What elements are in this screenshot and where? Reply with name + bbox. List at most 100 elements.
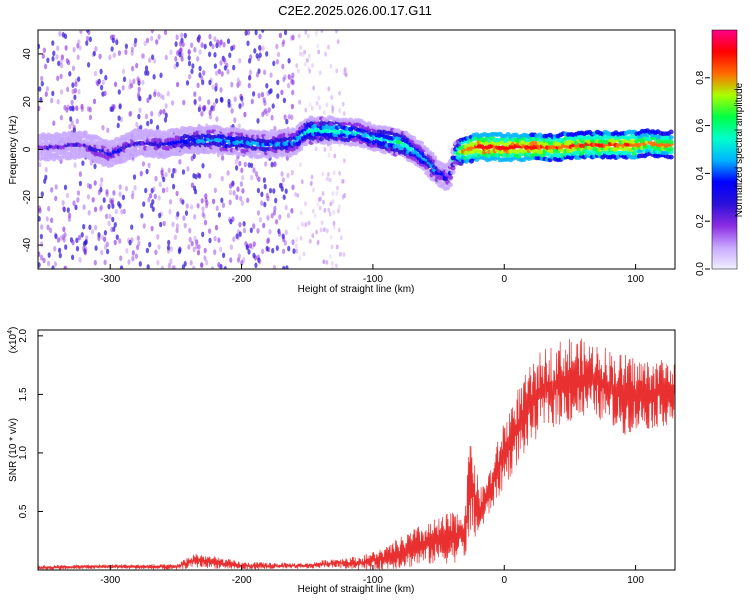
spectrogram-noise-cell [286, 172, 290, 179]
spectrogram-noise-cell [164, 171, 168, 178]
spectrogram-noise-cell [108, 54, 112, 61]
spectrogram-y-tick-label: 40 [22, 48, 33, 60]
spectrogram-noise-cell [182, 215, 186, 221]
spectrogram-noise-cell [121, 85, 125, 91]
spectrogram-noise-cell [159, 93, 163, 99]
spectrogram-noise-cell [341, 101, 345, 107]
spectrogram-noise-cell [311, 208, 315, 214]
spectrogram-noise-cell [246, 40, 250, 47]
spectrogram-noise-cell [78, 171, 82, 177]
spectrogram-noise-cell [136, 91, 141, 98]
spectrogram-noise-cell [161, 94, 165, 101]
spectrogram-noise-cell [45, 216, 49, 222]
spectrogram-noise-cell [85, 40, 89, 46]
spectrogram-noise-cell [275, 245, 279, 251]
snr-y-ticks: 0.5 1.0 1.5 2.0 [18, 328, 43, 518]
colorbar: 0.0 0.2 0.4 0.6 0.8 Normalized spectral ampl… [695, 29, 745, 276]
spectrogram-noise-cell [39, 233, 44, 240]
spectrogram-noise-cell [153, 91, 157, 98]
spectrogram-noise-cell [342, 252, 346, 257]
spectrogram-noise-cell [132, 174, 137, 180]
spectrogram-noise-cell [52, 50, 56, 57]
spectrogram-noise-cell [150, 110, 154, 117]
spectrogram-noise-cell [265, 192, 269, 199]
spectrogram-noise-cell [256, 210, 261, 216]
spectrogram-noise-cell [270, 114, 274, 121]
spectrogram-noise-cell [168, 208, 172, 215]
spectrogram-noise-cell [282, 265, 286, 269]
spectrogram-noise-cell [175, 227, 179, 234]
spectrogram-noise-cell [145, 168, 149, 175]
spectrogram-noise-cell [85, 235, 89, 241]
spectrogram-noise-cell [214, 224, 219, 231]
spectrogram-noise-cell [148, 241, 152, 248]
spectrogram-noise-cell [178, 159, 182, 165]
spectrogram-noise-cell [272, 188, 276, 194]
spectrogram-noise-cell [76, 190, 81, 196]
spectrogram-noise-cell [295, 243, 298, 249]
spectrogram-noise-cell [140, 53, 145, 59]
spectrogram-noise-cell [229, 257, 233, 263]
spectrogram-noise-cell [327, 172, 330, 177]
spectrogram-y-tick-label: 0 [22, 146, 33, 152]
spectrogram-noise-cell [208, 51, 212, 58]
spectrogram-noise-cell [336, 185, 339, 191]
spectrogram-noise-cell [297, 68, 300, 74]
spectrogram-noise-cell [196, 56, 200, 62]
spectrogram-noise-cell [335, 263, 338, 269]
spectrogram-noise-cell [264, 161, 268, 167]
spectrogram-noise-cell [256, 187, 260, 194]
spectrogram-noise-cell [64, 45, 68, 51]
spectrogram-noise-cell [203, 43, 207, 50]
spectrogram-noise-cell [82, 204, 86, 210]
spectrogram-noise-cell [327, 152, 331, 158]
spectrogram-noise-cell [124, 43, 128, 50]
spectrogram-noise-cell [248, 75, 252, 81]
spectrogram-noise-cell [128, 79, 132, 85]
spectrogram-noise-cell [226, 170, 230, 176]
spectrogram-noise-cell [278, 231, 282, 237]
snr-scale-exponent: 4 [7, 330, 14, 334]
spectrogram-noise-cell [247, 82, 251, 89]
spectrogram-noise-cell [131, 65, 135, 72]
spectrogram-noise-cell [213, 52, 217, 58]
spectrogram-noise-cell [187, 60, 192, 67]
spectrogram-noise-cell [117, 50, 121, 56]
spectrogram-noise-cell [341, 179, 344, 184]
spectrogram-noise-cell [40, 80, 44, 87]
spectrogram-noise-cell [180, 32, 184, 39]
spectrogram-noise-cell [188, 236, 192, 243]
spectrogram-noise-cell [287, 245, 291, 252]
spectrogram-noise-cell [319, 196, 322, 202]
spectrogram-noise-cell [155, 39, 159, 45]
spectrogram-noise-cell [90, 229, 95, 235]
spectrogram-noise-cell [330, 244, 334, 250]
spectrogram-noise-cell [200, 111, 204, 117]
spectrogram-noise-cell [111, 216, 115, 223]
spectrogram-noise-cell [62, 226, 66, 233]
spectrogram-noise-cell [105, 191, 109, 198]
spectrogram-noise-cell [261, 45, 265, 51]
spectrogram-noise-cell [57, 60, 61, 67]
spectrogram-noise-cell [256, 228, 260, 234]
spectrogram-noise-cell [266, 215, 270, 221]
spectrogram-noise-cell [213, 249, 217, 255]
spectrogram-noise-cell [238, 221, 242, 228]
spectrogram-noise-cell [327, 44, 330, 50]
spectrogram-ridge-cell [418, 140, 425, 146]
spectrogram-noise-cell [254, 262, 258, 269]
spectrogram-noise-cell [130, 193, 135, 200]
spectrogram-noise-cell [118, 184, 122, 190]
spectrogram-noise-cell [281, 233, 285, 240]
spectrogram-noise-cell [130, 82, 134, 89]
spectrogram-noise-cell [173, 168, 177, 174]
spectrogram-noise-cell [144, 65, 149, 71]
spectrogram-ridge-cell [668, 135, 674, 140]
spectrogram-noise-cell [198, 72, 202, 78]
spectrogram-noise-cell [273, 125, 277, 132]
spectrogram-noise-cell [93, 259, 97, 266]
spectrogram-noise-cell [262, 97, 266, 103]
spectrogram-noise-cell [276, 93, 280, 99]
spectrogram-noise-cell [38, 251, 41, 257]
